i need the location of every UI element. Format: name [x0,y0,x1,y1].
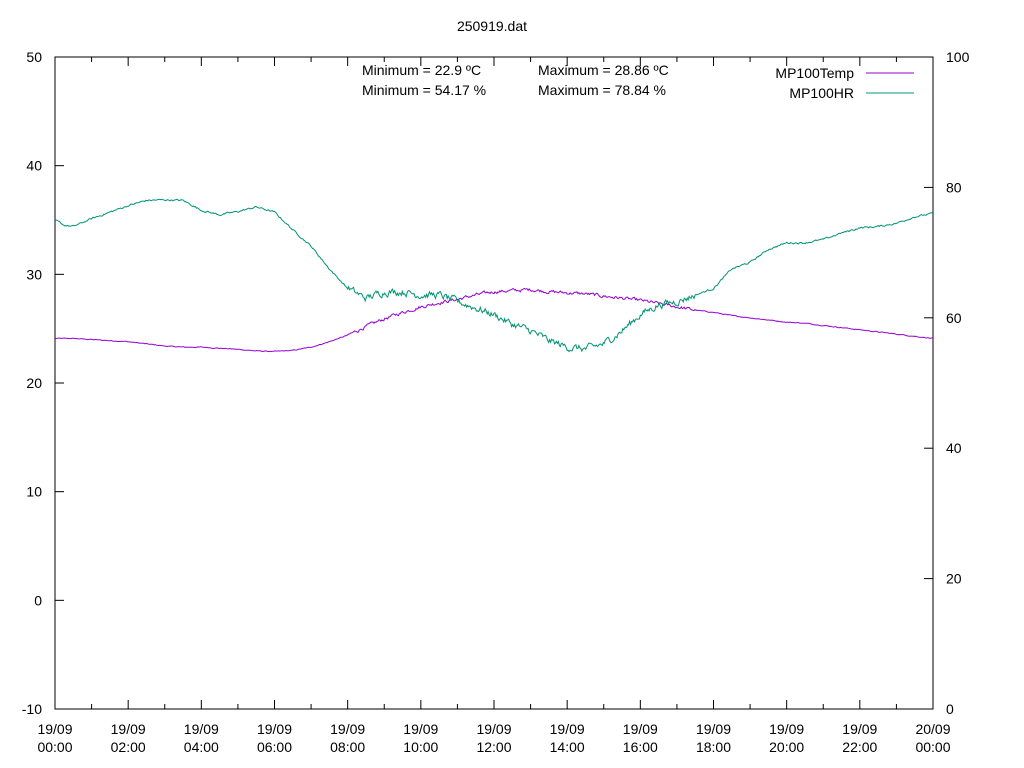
x-tick-label-time: 18:00 [696,739,731,755]
annotation-text: Minimum = 54.17 % [362,82,486,98]
x-tick-label-time: 22:00 [842,739,877,755]
x-tick-label-date: 19/09 [111,721,146,737]
x-tick-label-date: 19/09 [403,721,438,737]
x-tick-label-date: 20/09 [915,721,950,737]
y-right-tick-label: 40 [946,440,962,456]
annotation-text: Maximum = 78.84 % [538,82,666,98]
y-left-tick-label: -10 [22,701,42,717]
x-tick-label-date: 19/09 [842,721,877,737]
x-tick-label-time: 08:00 [330,739,365,755]
x-tick-label-time: 06:00 [257,739,292,755]
series-line-mp100hr [54,198,934,353]
x-tick-label-date: 19/09 [550,721,585,737]
y-left-tick-label: 50 [26,49,42,65]
y-right-tick-label: 100 [946,49,970,65]
chart-title: 250919.dat [457,18,527,34]
x-tick-label-date: 19/09 [257,721,292,737]
y-left-tick-label: 20 [26,375,42,391]
series-line-mp100temp [54,287,934,353]
annotation-text: Maximum = 28.86 ºC [538,62,669,78]
axes: -10 0 10 20 30 40 50 0 20 40 60 80 100 19/09 00:00 19/0… [22,49,970,755]
y-right-tick-label: 60 [946,310,962,326]
y-right-tick-label: 0 [946,701,954,717]
x-tick-label-date: 19/09 [623,721,658,737]
x-tick-label-time: 16:00 [623,739,658,755]
x-tick-label-date: 19/09 [476,721,511,737]
x-tick-label-date: 19/09 [37,721,72,737]
series-group [54,198,934,353]
y-left-tick-label: 0 [34,592,42,608]
x-tick-label-time: 00:00 [915,739,950,755]
x-tick-label-time: 14:00 [550,739,585,755]
x-tick-label-date: 19/09 [330,721,365,737]
y-left-tick-label: 10 [26,484,42,500]
x-tick-label-date: 19/09 [769,721,804,737]
x-tick-label-time: 00:00 [37,739,72,755]
y-left-tick-label: 30 [26,266,42,282]
y-right-tick-label: 80 [946,179,962,195]
annotation-text: Minimum = 22.9 ºC [362,62,481,78]
x-tick-label-date: 19/09 [696,721,731,737]
legend-label: MP100Temp [775,65,854,81]
x-tick-label-date: 19/09 [184,721,219,737]
x-tick-label-time: 04:00 [184,739,219,755]
x-tick-label-time: 20:00 [769,739,804,755]
legend-label: MP100HR [789,85,854,101]
y-left-tick-label: 40 [26,158,42,174]
x-tick-label-time: 02:00 [111,739,146,755]
annotations: Minimum = 22.9 ºC Maximum = 28.86 ºC Minim… [362,62,669,98]
y-right-tick-label: 20 [946,571,962,587]
x-tick-label-time: 10:00 [403,739,438,755]
legend: MP100Temp MP100HR [775,65,914,101]
x-tick-label-time: 12:00 [476,739,511,755]
